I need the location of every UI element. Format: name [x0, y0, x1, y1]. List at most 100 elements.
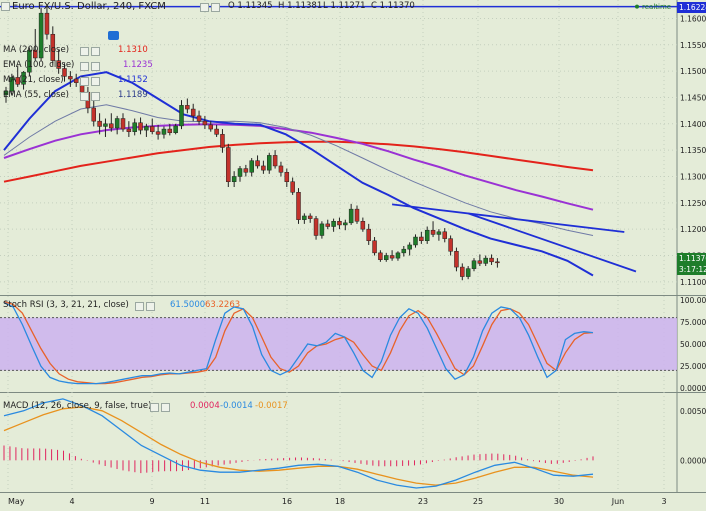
candle[interactable] [337, 217, 342, 230]
candle[interactable] [307, 213, 313, 223]
candle[interactable] [249, 158, 254, 177]
symbol-toggle-icon[interactable] [1, 2, 10, 11]
candle[interactable] [401, 246, 407, 257]
candle[interactable] [348, 203, 354, 225]
candle[interactable] [97, 113, 102, 135]
candle[interactable] [319, 221, 325, 239]
candle[interactable] [161, 126, 167, 139]
candle[interactable] [185, 98, 190, 114]
candle[interactable] [15, 65, 20, 87]
candle[interactable] [126, 121, 132, 137]
macd-hide-icon[interactable] [161, 403, 170, 412]
candle[interactable] [465, 266, 471, 280]
candle[interactable] [460, 263, 465, 281]
candle[interactable] [109, 113, 114, 132]
settings-icon[interactable] [200, 3, 209, 12]
candle[interactable] [366, 223, 371, 245]
candle[interactable] [343, 219, 348, 231]
candle[interactable] [114, 115, 120, 135]
candle[interactable] [190, 103, 196, 122]
candle[interactable] [483, 255, 488, 267]
candle[interactable] [255, 155, 260, 169]
candle[interactable] [413, 234, 418, 248]
stoch-k-line[interactable] [3, 302, 594, 385]
stoch-hide-icon[interactable] [146, 302, 155, 311]
eye-icon[interactable] [108, 31, 119, 40]
candle[interactable] [103, 118, 108, 137]
candle[interactable] [313, 215, 319, 240]
candle[interactable] [150, 118, 155, 135]
candle[interactable] [372, 237, 377, 256]
ma200-settings-icon[interactable] [80, 47, 89, 56]
candle[interactable] [226, 143, 231, 188]
ema100-hide-icon[interactable] [91, 62, 100, 71]
ma21-settings-icon[interactable] [80, 77, 89, 86]
candle[interactable] [196, 110, 202, 125]
candle[interactable] [290, 177, 295, 195]
trendline[interactable] [391, 203, 625, 233]
candle[interactable] [3, 86, 9, 103]
candle[interactable] [419, 231, 424, 244]
ma21-hide-icon[interactable] [91, 77, 100, 86]
candle[interactable] [155, 124, 161, 140]
candle[interactable] [389, 250, 395, 261]
candle[interactable] [272, 150, 278, 169]
price-pane[interactable] [0, 4, 677, 281]
candle[interactable] [448, 235, 453, 256]
candle[interactable] [442, 228, 447, 243]
candle[interactable] [489, 254, 494, 265]
candle[interactable] [261, 160, 266, 174]
candle[interactable] [284, 168, 290, 188]
candle[interactable] [354, 205, 360, 224]
candle[interactable] [9, 73, 15, 95]
candle[interactable] [27, 47, 32, 77]
candle[interactable] [21, 71, 26, 90]
candle[interactable] [384, 252, 389, 262]
candle[interactable] [120, 113, 126, 132]
candle[interactable] [495, 258, 500, 268]
overlay-ema-55-close-[interactable] [3, 104, 594, 236]
candle[interactable] [436, 229, 442, 241]
candle[interactable] [56, 50, 61, 74]
candle[interactable] [267, 152, 272, 174]
ema55-settings-icon[interactable] [80, 92, 89, 101]
candle[interactable] [202, 115, 208, 130]
candle[interactable] [424, 226, 430, 244]
candle[interactable] [144, 123, 149, 137]
candle[interactable] [243, 164, 249, 177]
ma200-hide-icon[interactable] [91, 47, 100, 56]
candle[interactable] [220, 129, 225, 153]
candle[interactable] [208, 121, 213, 132]
candle[interactable] [138, 117, 143, 135]
candle[interactable] [454, 247, 459, 272]
candle[interactable] [73, 73, 79, 87]
candle[interactable] [167, 123, 173, 136]
candle[interactable] [231, 171, 237, 188]
candle[interactable] [50, 26, 56, 66]
candle[interactable] [325, 219, 330, 230]
macd-line[interactable] [3, 398, 594, 489]
macd-signal-line[interactable] [3, 406, 594, 486]
candle[interactable] [91, 100, 96, 127]
stoch-rsi-pane[interactable] [0, 301, 677, 385]
ema100-settings-icon[interactable] [80, 62, 89, 71]
candle[interactable] [395, 251, 401, 261]
candle[interactable] [430, 221, 436, 238]
hide-icon[interactable] [211, 3, 220, 12]
candle[interactable] [132, 118, 137, 136]
macd-pane[interactable] [3, 398, 594, 489]
candle[interactable] [302, 213, 307, 224]
candle[interactable] [44, 5, 50, 40]
candle[interactable] [471, 258, 477, 272]
candle[interactable] [331, 218, 336, 232]
candle[interactable] [407, 242, 412, 256]
ema55-hide-icon[interactable] [91, 92, 100, 101]
candle[interactable] [477, 254, 483, 267]
overlay-ma-21-close-[interactable] [3, 71, 594, 277]
macd-settings-icon[interactable] [150, 403, 159, 412]
trendline[interactable] [467, 212, 637, 273]
candle[interactable] [378, 250, 383, 262]
candle[interactable] [360, 217, 366, 232]
candle[interactable] [62, 63, 67, 82]
